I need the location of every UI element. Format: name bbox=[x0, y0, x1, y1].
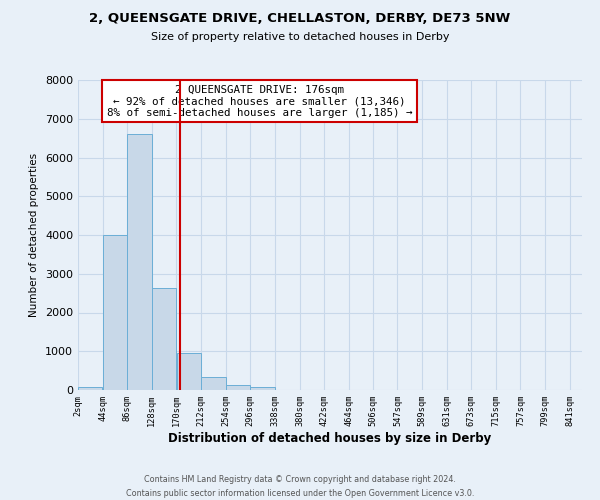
Bar bbox=[201, 377, 226, 390]
Y-axis label: Number of detached properties: Number of detached properties bbox=[29, 153, 40, 317]
Bar bbox=[152, 288, 176, 390]
Bar bbox=[103, 235, 127, 390]
Bar bbox=[127, 134, 152, 390]
Text: 2 QUEENSGATE DRIVE: 176sqm
← 92% of detached houses are smaller (13,346)
8% of s: 2 QUEENSGATE DRIVE: 176sqm ← 92% of deta… bbox=[107, 84, 412, 118]
Bar bbox=[176, 353, 201, 390]
Text: Contains HM Land Registry data © Crown copyright and database right 2024.
Contai: Contains HM Land Registry data © Crown c… bbox=[126, 476, 474, 498]
Bar bbox=[78, 387, 103, 390]
Text: Size of property relative to detached houses in Derby: Size of property relative to detached ho… bbox=[151, 32, 449, 42]
Text: 2, QUEENSGATE DRIVE, CHELLASTON, DERBY, DE73 5NW: 2, QUEENSGATE DRIVE, CHELLASTON, DERBY, … bbox=[89, 12, 511, 26]
Bar bbox=[250, 388, 275, 390]
X-axis label: Distribution of detached houses by size in Derby: Distribution of detached houses by size … bbox=[169, 432, 491, 445]
Bar bbox=[226, 385, 250, 390]
